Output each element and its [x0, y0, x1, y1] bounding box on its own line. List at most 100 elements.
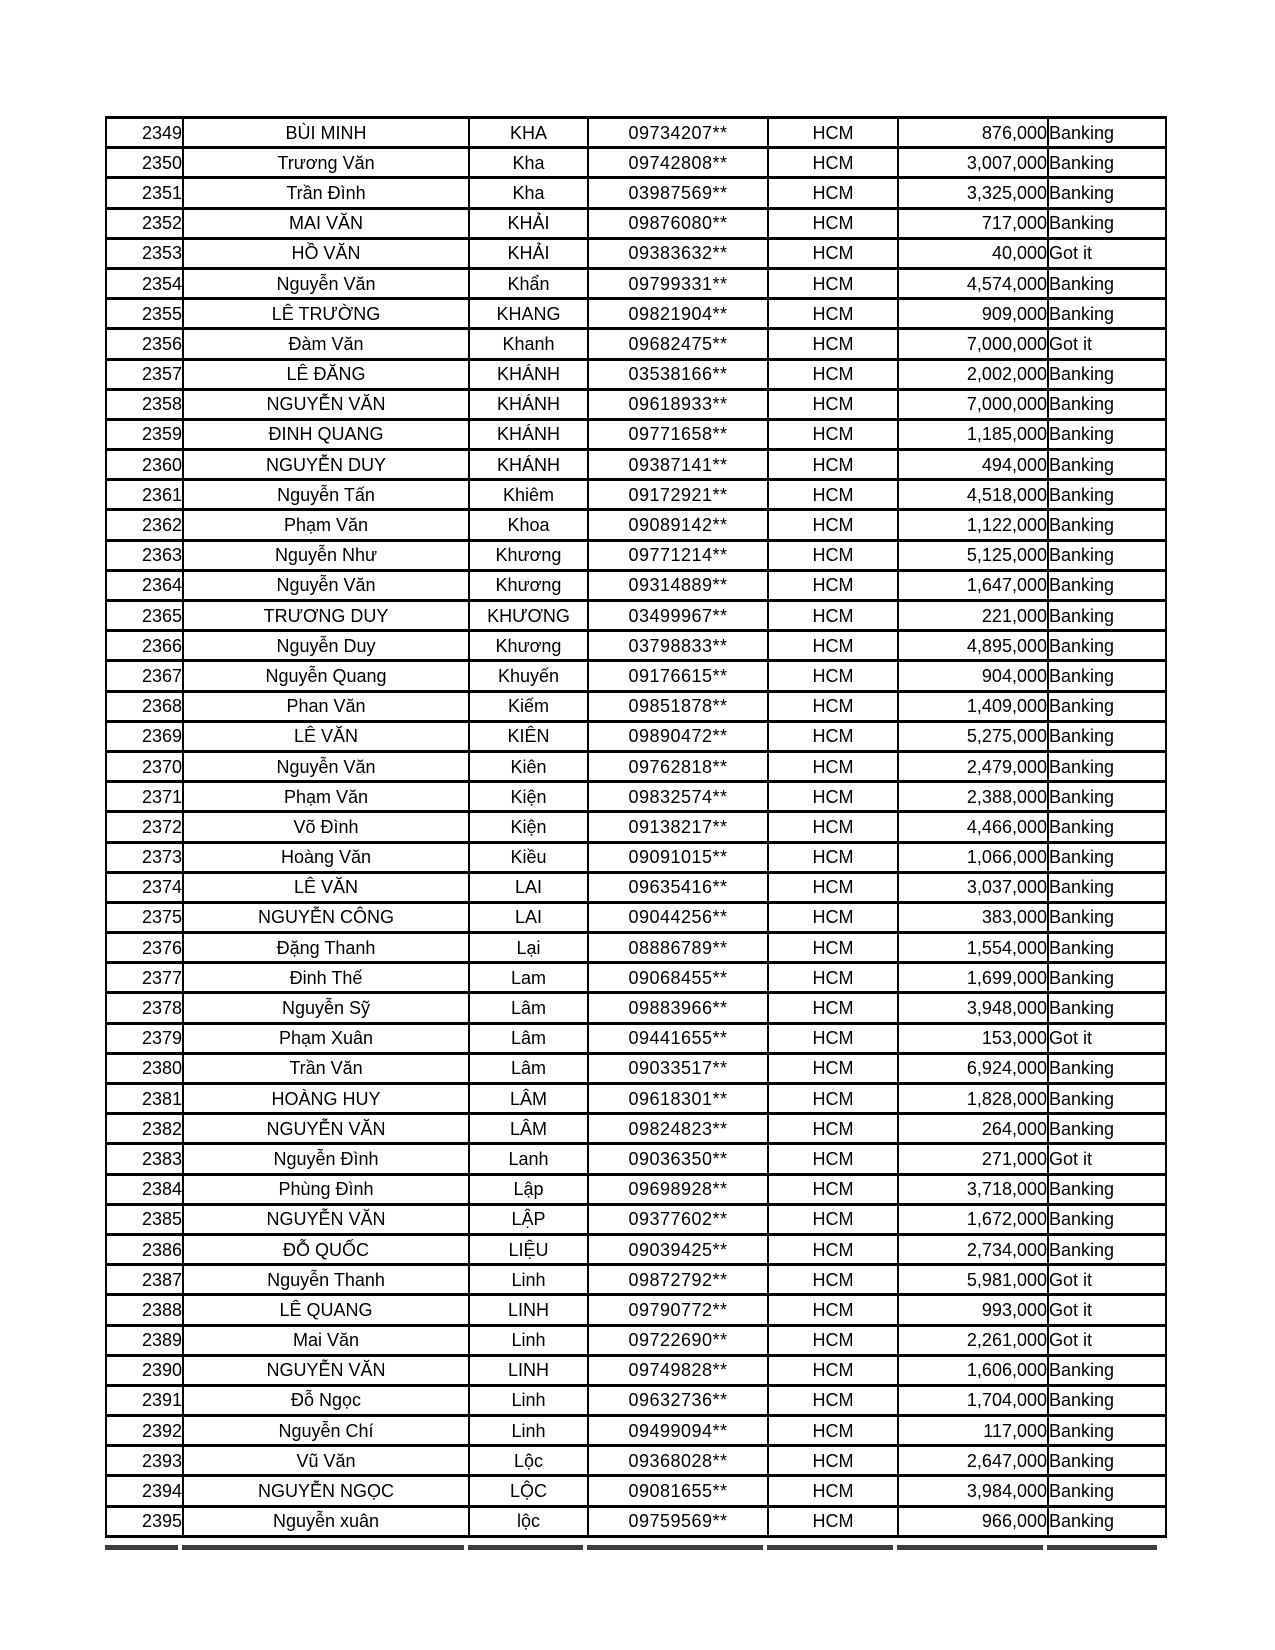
cell-row-number: 2372: [105, 810, 184, 844]
cell-amount: 3,325,000: [897, 176, 1049, 210]
cell-first-name: HỒ VĂN: [182, 236, 470, 270]
cell-phone-number: 03538166**: [587, 357, 769, 391]
cell-amount: 153,000: [897, 1021, 1049, 1055]
cell-status: Banking: [1047, 448, 1167, 482]
cell-status: Got it: [1047, 1293, 1167, 1327]
cell-first-name: Phạm Xuân: [182, 1021, 470, 1055]
cell-amount: 3,718,000: [897, 1172, 1049, 1206]
cell-city: HCM: [767, 900, 899, 935]
cell-last-name: KHÁNH: [468, 387, 589, 421]
cell-city: HCM: [767, 1202, 899, 1236]
cell-amount: 40,000: [897, 236, 1049, 270]
cell-last-name: KHÁNH: [468, 417, 589, 452]
table-row: 2392 Nguyễn Chí Linh 09499094** HCM 117,000 Ba…: [105, 1414, 1167, 1448]
cell-row-number: 2387: [105, 1263, 184, 1297]
cell-row-number: 2390: [105, 1353, 184, 1387]
stub-segment: [1047, 1545, 1157, 1550]
cell-status: Banking: [1047, 840, 1167, 874]
cell-first-name: TRƯƠNG DUY: [182, 598, 470, 633]
cell-last-name: Khương: [468, 568, 589, 603]
cell-status: Got it: [1047, 1323, 1167, 1357]
cell-row-number: 2369: [105, 719, 184, 753]
cell-phone-number: 09698928**: [587, 1172, 769, 1206]
cell-first-name: Đàm Văn: [182, 327, 470, 361]
cell-row-number: 2364: [105, 568, 184, 603]
cell-last-name: LAI: [468, 870, 589, 904]
table-row: 2383 Nguyễn Đình Lanh 09036350** HCM 271,000 G…: [105, 1142, 1167, 1176]
cell-phone-number: 09762818**: [587, 749, 769, 784]
cell-first-name: LÊ QUANG: [182, 1293, 470, 1327]
cell-status: Banking: [1047, 1051, 1167, 1086]
cell-first-name: Nguyễn Quang: [182, 659, 470, 693]
cell-first-name: Phùng Đình: [182, 1172, 470, 1206]
cell-first-name: Phan Văn: [182, 689, 470, 723]
cell-first-name: ĐINH QUANG: [182, 417, 470, 452]
cell-first-name: Nguyễn Văn: [182, 749, 470, 784]
cell-phone-number: 03798833**: [587, 629, 769, 663]
cell-phone-number: 09068455**: [587, 961, 769, 995]
cell-amount: 1,185,000: [897, 417, 1049, 452]
cell-status: Banking: [1047, 810, 1167, 844]
cell-row-number: 2377: [105, 961, 184, 995]
cell-phone-number: 09387141**: [587, 448, 769, 482]
cell-phone-number: 03499967**: [587, 598, 769, 633]
cell-status: Banking: [1047, 387, 1167, 421]
cell-amount: 909,000: [897, 297, 1049, 331]
table-row: 2368 Phan Văn Kiếm 09851878** HCM 1,409,000 Ba…: [105, 689, 1167, 723]
cell-first-name: NGUYỄN VĂN: [182, 1112, 470, 1146]
cell-first-name: LÊ TRƯỜNG: [182, 297, 470, 331]
cell-first-name: NGUYỄN VĂN: [182, 1353, 470, 1387]
table-row: 2367 Nguyễn Quang Khuyến 09176615** HCM 904,0…: [105, 659, 1167, 693]
cell-status: Banking: [1047, 1444, 1167, 1478]
table-row: 2381 HOÀNG HUY LÂM 09618301** HCM 1,828,000 Ba…: [105, 1081, 1167, 1116]
cell-last-name: Kiên: [468, 749, 589, 784]
cell-phone-number: 09441655**: [587, 1021, 769, 1055]
cell-phone-number: 09682475**: [587, 327, 769, 361]
cell-status: Banking: [1047, 991, 1167, 1025]
cell-status: Banking: [1047, 357, 1167, 391]
cell-city: HCM: [767, 1263, 899, 1297]
table-row: 2395 Nguyễn xuân lộc 09759569** HCM 966,000 Ba…: [105, 1504, 1167, 1539]
cell-first-name: Đặng Thanh: [182, 931, 470, 965]
cell-first-name: Nguyễn Duy: [182, 629, 470, 663]
cell-city: HCM: [767, 689, 899, 723]
cell-row-number: 2368: [105, 689, 184, 723]
cell-amount: 271,000: [897, 1142, 1049, 1176]
table-row: 2371 Phạm Văn Kiện 09832574** HCM 2,388,000 Ba…: [105, 780, 1167, 814]
cell-phone-number: 09044256**: [587, 900, 769, 935]
cell-amount: 1,066,000: [897, 840, 1049, 874]
cell-row-number: 2380: [105, 1051, 184, 1086]
stub-segment: [468, 1545, 583, 1550]
contact-list-table: 2349 BÙI MINH KHA 09734207** HCM 876,000 Banki…: [105, 115, 1167, 1539]
cell-first-name: LÊ VĂN: [182, 870, 470, 904]
cell-last-name: Lại: [468, 931, 589, 965]
table-row: 2373 Hoàng Văn Kiều 09091015** HCM 1,066,000 B…: [105, 840, 1167, 874]
cell-last-name: Khiêm: [468, 478, 589, 512]
cell-row-number: 2384: [105, 1172, 184, 1206]
stub-segment: [105, 1545, 178, 1550]
cell-last-name: Khương: [468, 538, 589, 572]
cell-first-name: NGUYỄN NGỌC: [182, 1474, 470, 1508]
cell-first-name: LÊ VĂN: [182, 719, 470, 753]
cell-city: HCM: [767, 991, 899, 1025]
cell-last-name: KHẢI: [468, 236, 589, 270]
cell-status: Banking: [1047, 931, 1167, 965]
cell-amount: 2,479,000: [897, 749, 1049, 784]
cell-first-name: LÊ ĐĂNG: [182, 357, 470, 391]
cell-first-name: NGUYỄN VĂN: [182, 1202, 470, 1236]
cell-phone-number: 09138217**: [587, 810, 769, 844]
cell-city: HCM: [767, 931, 899, 965]
cell-row-number: 2386: [105, 1232, 184, 1267]
table-row: 2364 Nguyễn Văn Khương 09314889** HCM 1,647,0…: [105, 568, 1167, 603]
cell-phone-number: 09635416**: [587, 870, 769, 904]
cell-last-name: Lập: [468, 1172, 589, 1206]
cell-row-number: 2366: [105, 629, 184, 663]
cell-last-name: Khẩn: [468, 266, 589, 301]
cell-city: HCM: [767, 1504, 899, 1539]
cell-phone-number: 09091015**: [587, 840, 769, 874]
cell-phone-number: 09033517**: [587, 1051, 769, 1086]
cell-city: HCM: [767, 1081, 899, 1116]
cell-last-name: LINH: [468, 1353, 589, 1387]
cell-row-number: 2383: [105, 1142, 184, 1176]
cell-last-name: Khoa: [468, 508, 589, 542]
